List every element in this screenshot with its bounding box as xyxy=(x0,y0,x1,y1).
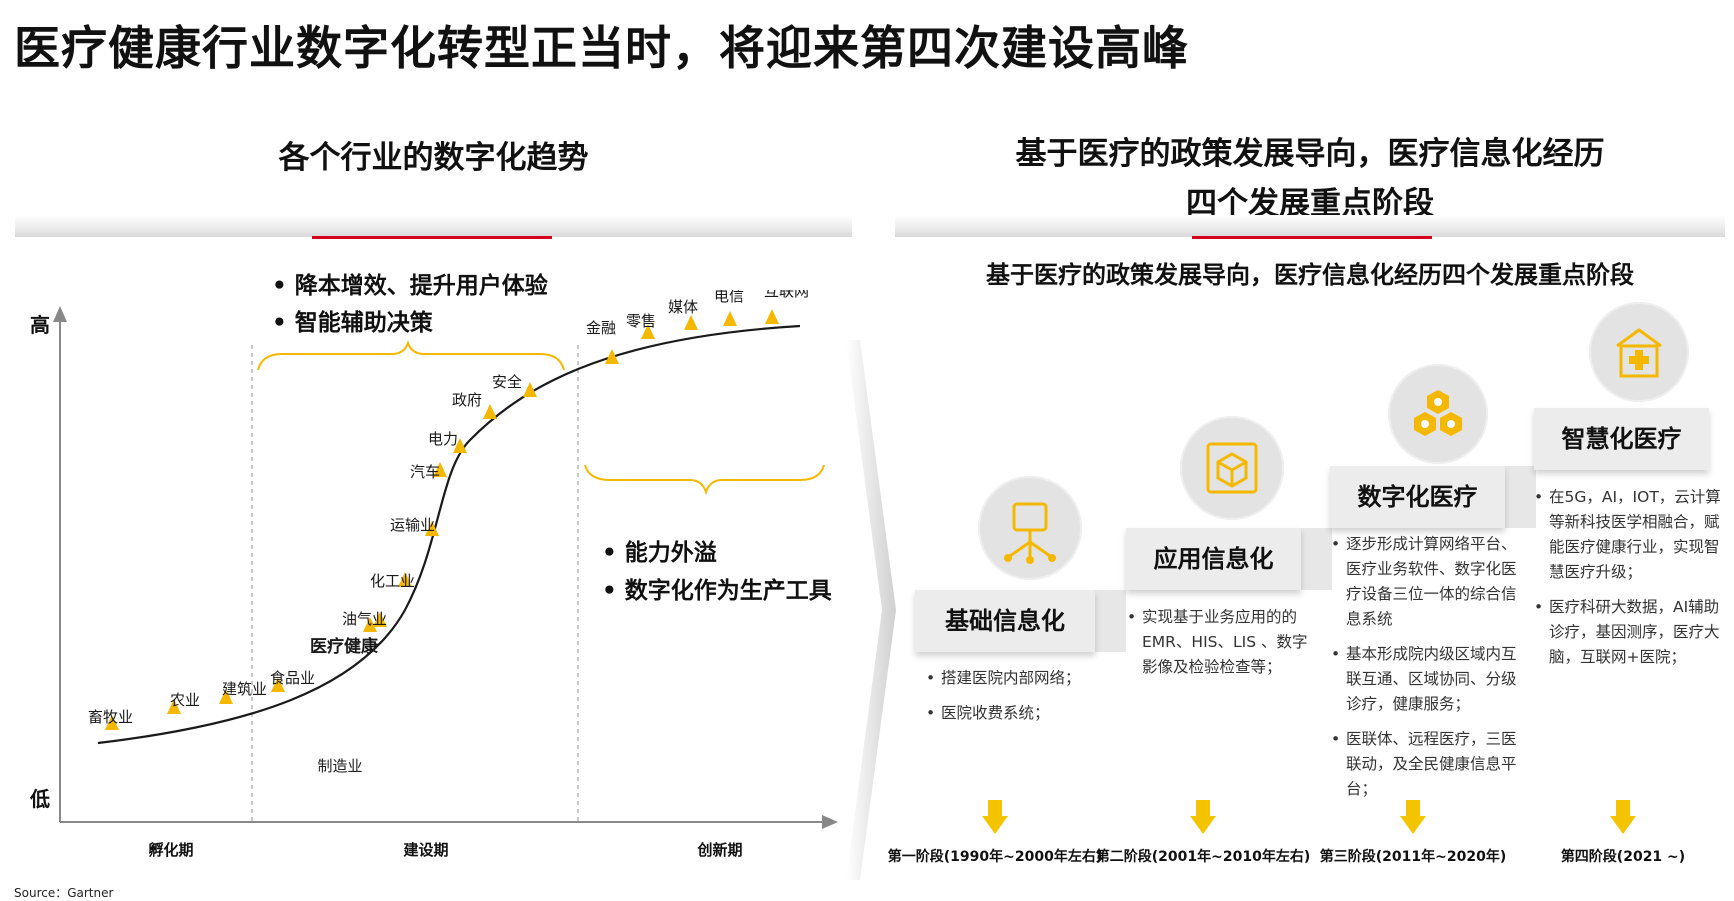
industry-label: 媒体 xyxy=(668,298,698,316)
stage3-item: 医联体、远程医疗，三医联动，及全民健康信息平台； xyxy=(1330,727,1520,802)
industry-label: 汽车 xyxy=(410,463,440,481)
right-panel-subtitle: 基于医疗的政策发展导向，医疗信息化经历四个发展重点阶段 xyxy=(986,261,1634,289)
industry-marker xyxy=(271,677,285,692)
industry-label: 零售 xyxy=(626,312,656,330)
phase-label-incubation: 孵化期 xyxy=(148,841,193,859)
panel-divider-chevron xyxy=(846,340,896,880)
stage4-description: 在5G，AI，IOT，云计算等新科技医学相融合，赋能医疗健康行业，实现智慧医疗升… xyxy=(1533,485,1728,680)
phase-label-3: 第三阶段(2011年~2020年) xyxy=(1319,849,1507,865)
industry-label: 化工业 xyxy=(370,572,415,590)
source-note: Source：Gartner xyxy=(14,886,114,900)
top-bullet-2: • 智能辅助决策 xyxy=(272,310,433,336)
left-title-underline xyxy=(312,236,552,239)
y-axis-arrow xyxy=(53,306,67,322)
industry-label: 建筑业 xyxy=(222,680,267,698)
right-title-shelf xyxy=(895,215,1725,237)
stage1-item: 搭建医院内部网络； xyxy=(925,666,1105,691)
stage3-box: 数字化医疗 xyxy=(1330,466,1505,528)
stage4-box: 智慧化医疗 xyxy=(1534,408,1709,470)
industry-marker xyxy=(105,715,119,730)
stage4-icon-circle xyxy=(1589,302,1689,402)
page-title: 医疗健康行业数字化转型正当时，将迎来第四次建设高峰 xyxy=(14,21,1189,75)
industry-label: 农业 xyxy=(170,691,200,709)
industry-marker xyxy=(363,617,377,632)
stage2-item: 实现基于业务应用的的EMR、HIS、LIS 、数字影像及检验检查等； xyxy=(1126,605,1311,680)
smart-hospital-icon xyxy=(1616,328,1662,378)
industry-marker xyxy=(523,382,537,397)
industry-marker xyxy=(453,438,467,453)
phase-arrow-3 xyxy=(1400,800,1426,834)
industry-label: 政府 xyxy=(452,391,482,409)
industry-label: 安全 xyxy=(492,373,522,391)
stage3-item: 基本形成院内级区域内互联互通、区域协同、分级诊疗，健康服务； xyxy=(1330,642,1520,717)
industry-label: 畜牧业 xyxy=(88,708,133,726)
industry-marker xyxy=(765,309,779,324)
stage1-box: 基础信息化 xyxy=(915,590,1095,652)
phase-label-1: 第一阶段(1990年~2000年左右) xyxy=(887,849,1103,865)
y-axis-low-label: 低 xyxy=(29,787,50,811)
right-panel-title-line1: 基于医疗的政策发展导向，医疗信息化经历 xyxy=(1015,136,1605,172)
y-axis-high-label: 高 xyxy=(30,313,50,337)
stage2-description: 实现基于业务应用的的EMR、HIS、LIS 、数字影像及检验检查等； xyxy=(1126,605,1311,690)
phase-label-innovation: 创新期 xyxy=(696,841,742,859)
right-bullet-2: • 数字化作为生产工具 xyxy=(602,578,832,604)
left-panel-title: 各个行业的数字化趋势 xyxy=(278,140,589,176)
left-title-shelf xyxy=(15,215,852,237)
stair-connector-1 xyxy=(1090,590,1126,652)
phase-arrow-1 xyxy=(982,800,1008,834)
stage3-description: 逐步形成计算网络平台、医疗业务软件、数字化医疗设备三位一体的综合信息系统 基本形… xyxy=(1330,532,1520,812)
phase-arrow-2 xyxy=(1190,800,1216,834)
industry-marker xyxy=(723,311,737,326)
industry-marker xyxy=(483,404,497,419)
industry-label: 运输业 xyxy=(390,516,435,534)
industry-label: 医疗健康 xyxy=(310,636,379,657)
stage2-icon-circle xyxy=(1180,416,1284,520)
industry-label: 电信 xyxy=(714,290,744,305)
cube-icon xyxy=(1206,442,1258,494)
top-bullet-1: • 降本增效、提升用户体验 xyxy=(272,273,548,299)
industry-marker xyxy=(605,349,619,364)
stair-connector-3 xyxy=(1500,466,1536,528)
right-bullet-1: • 能力外溢 xyxy=(602,540,717,566)
network-node-icon xyxy=(1004,502,1056,564)
stair-connector-2 xyxy=(1296,528,1332,590)
right-title-underline xyxy=(1192,236,1432,239)
industry-marker xyxy=(641,324,655,339)
stage4-item: 医疗科研大数据，AI辅助诊疗，基因测序，医疗大脑，互联网+医院； xyxy=(1533,595,1728,670)
stage1-item: 医院收费系统； xyxy=(925,701,1105,726)
industry-label: 油气业 xyxy=(342,610,387,628)
top-brace xyxy=(257,340,565,371)
phase-label-2: 第二阶段(2001年~2010年左右) xyxy=(1095,849,1311,865)
industry-marker xyxy=(398,572,412,587)
industry-label: 金融 xyxy=(586,319,616,337)
industry-label: 食品业 xyxy=(270,669,315,687)
trend-curve xyxy=(97,324,801,745)
industry-marker xyxy=(433,462,447,477)
right-brace xyxy=(584,464,825,496)
phase-arrow-4 xyxy=(1610,800,1636,834)
industry-marker xyxy=(425,521,439,536)
stage3-icon-circle xyxy=(1388,364,1488,464)
x-axis-arrow xyxy=(822,815,838,829)
hexagon-cluster-icon xyxy=(1414,390,1462,436)
manufacturing-label: 制造业 xyxy=(317,757,362,775)
stage4-item: 在5G，AI，IOT，云计算等新科技医学相融合，赋能医疗健康行业，实现智慧医疗升… xyxy=(1533,485,1728,585)
industry-marker xyxy=(219,689,233,704)
industry-marker xyxy=(167,699,181,714)
stage2-box: 应用信息化 xyxy=(1126,528,1301,590)
industry-label: 互联网 xyxy=(764,290,809,300)
phase-label-construction: 建设期 xyxy=(403,841,448,859)
industry-marker xyxy=(684,315,698,330)
stage1-icon-circle xyxy=(978,476,1082,580)
stage1-description: 搭建医院内部网络； 医院收费系统； xyxy=(925,666,1105,736)
phase-label-4: 第四阶段(2021 ~) xyxy=(1560,849,1686,865)
industry-label: 电力 xyxy=(428,430,458,448)
stage3-item: 逐步形成计算网络平台、医疗业务软件、数字化医疗设备三位一体的综合信息系统 xyxy=(1330,532,1520,632)
industry-marker xyxy=(373,612,387,627)
